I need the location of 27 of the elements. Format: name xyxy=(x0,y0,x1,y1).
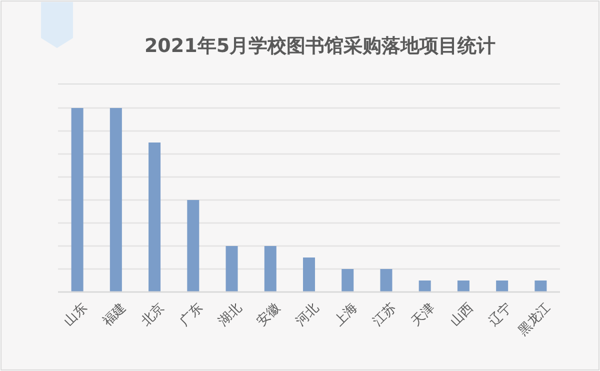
bar xyxy=(226,246,238,292)
x-tick-label: 广东 xyxy=(177,300,206,330)
bar xyxy=(110,108,122,292)
x-tick-label: 江苏 xyxy=(370,300,400,330)
x-tick-label: 安徽 xyxy=(254,300,284,330)
bar xyxy=(148,142,161,292)
bar xyxy=(496,280,508,292)
bar xyxy=(534,280,547,292)
x-tick-label: 北京 xyxy=(138,300,168,330)
bar xyxy=(342,269,354,292)
x-tick-label: 辽宁 xyxy=(485,300,516,330)
bar xyxy=(71,108,84,292)
x-tick-label: 黑龙江 xyxy=(516,300,554,339)
x-tick-label: 天津 xyxy=(408,300,438,330)
chart-title: 2021年5月学校图书馆采购落地项目统计 xyxy=(144,35,496,57)
x-tick-label: 湖北 xyxy=(216,300,245,330)
x-tick-label: 福建 xyxy=(100,300,129,330)
x-tick-label: 河北 xyxy=(293,300,322,330)
bar xyxy=(264,246,276,292)
x-tick-label: 山东 xyxy=(61,300,90,330)
bar xyxy=(303,258,315,292)
x-tick-label: 山西 xyxy=(448,300,477,330)
bar xyxy=(380,269,392,292)
bar xyxy=(418,280,431,292)
x-tick-label: 上海 xyxy=(332,300,361,330)
bar xyxy=(457,280,470,292)
bar xyxy=(187,200,200,292)
